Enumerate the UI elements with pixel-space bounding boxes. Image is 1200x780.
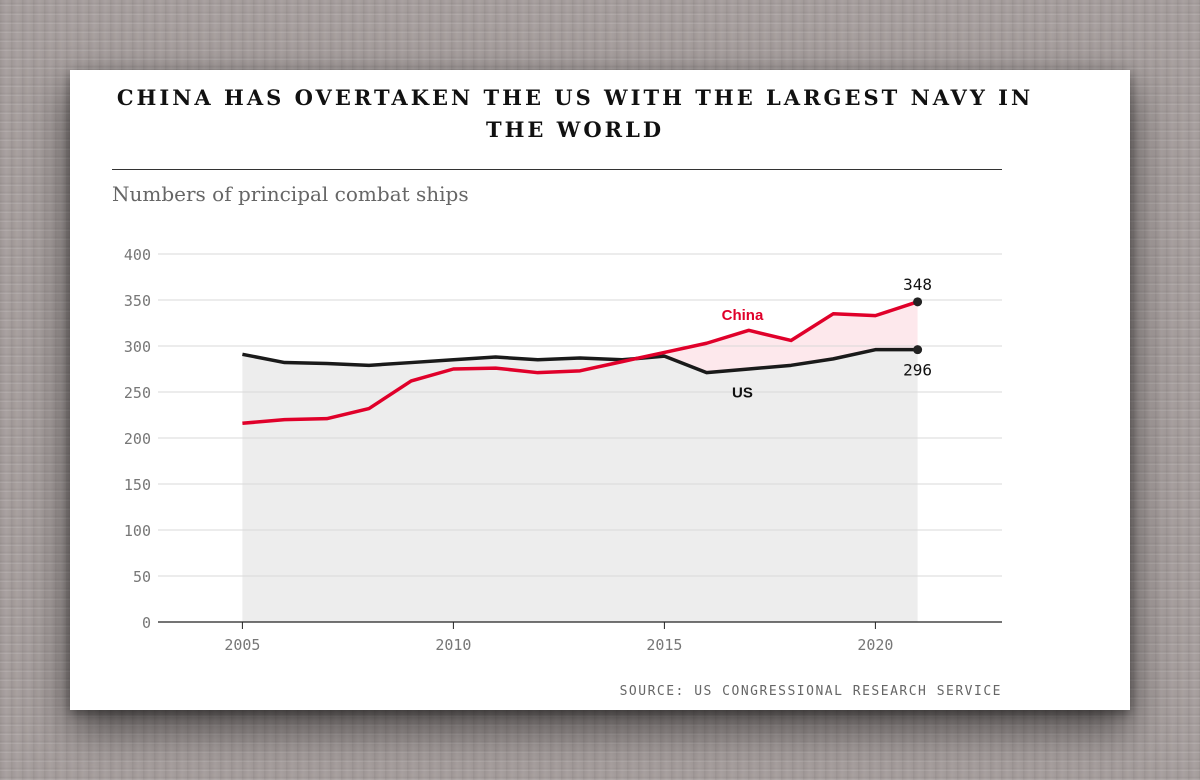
title-divider — [112, 169, 1002, 170]
y-tick-label: 150 — [124, 476, 151, 494]
chart-card: CHINA HAS OVERTAKEN THE US WITH THE LARG… — [70, 70, 1130, 710]
x-tick-label: 2015 — [646, 636, 682, 654]
us-series-label: US — [732, 385, 753, 402]
y-tick-label: 200 — [124, 430, 151, 448]
us-end-point — [913, 345, 923, 355]
chart-title: CHINA HAS OVERTAKEN THE US WITH THE LARG… — [116, 85, 1034, 142]
china-end-value-label: 348 — [903, 275, 932, 294]
y-tick-label: 0 — [142, 614, 151, 632]
chart-subtitle: Numbers of principal combat ships — [112, 182, 469, 206]
gap-area-fill — [664, 301, 918, 373]
line-chart: 0 50 100 150 200 250 300 350 400 2005 2010 2015 2020… — [124, 246, 1002, 654]
y-tick-label: 250 — [124, 384, 151, 402]
y-tick-label: 400 — [124, 246, 151, 264]
us-line — [242, 347, 918, 375]
us-end-value-label: 296 — [903, 361, 932, 380]
x-tick-label: 2020 — [857, 636, 893, 654]
china-series-label: China — [722, 307, 764, 324]
source-note: SOURCE: US CONGRESSIONAL RESEARCH SERVIC… — [619, 684, 1002, 699]
x-tick-label: 2005 — [224, 636, 260, 654]
china-end-point — [913, 297, 923, 307]
x-tick-label: 2010 — [435, 636, 471, 654]
us-area-fill — [242, 349, 918, 622]
y-tick-label: 100 — [124, 522, 151, 540]
y-tick-label: 50 — [133, 568, 151, 586]
y-tick-label: 350 — [124, 292, 151, 310]
china-line — [242, 300, 919, 426]
y-tick-label: 300 — [124, 338, 151, 356]
